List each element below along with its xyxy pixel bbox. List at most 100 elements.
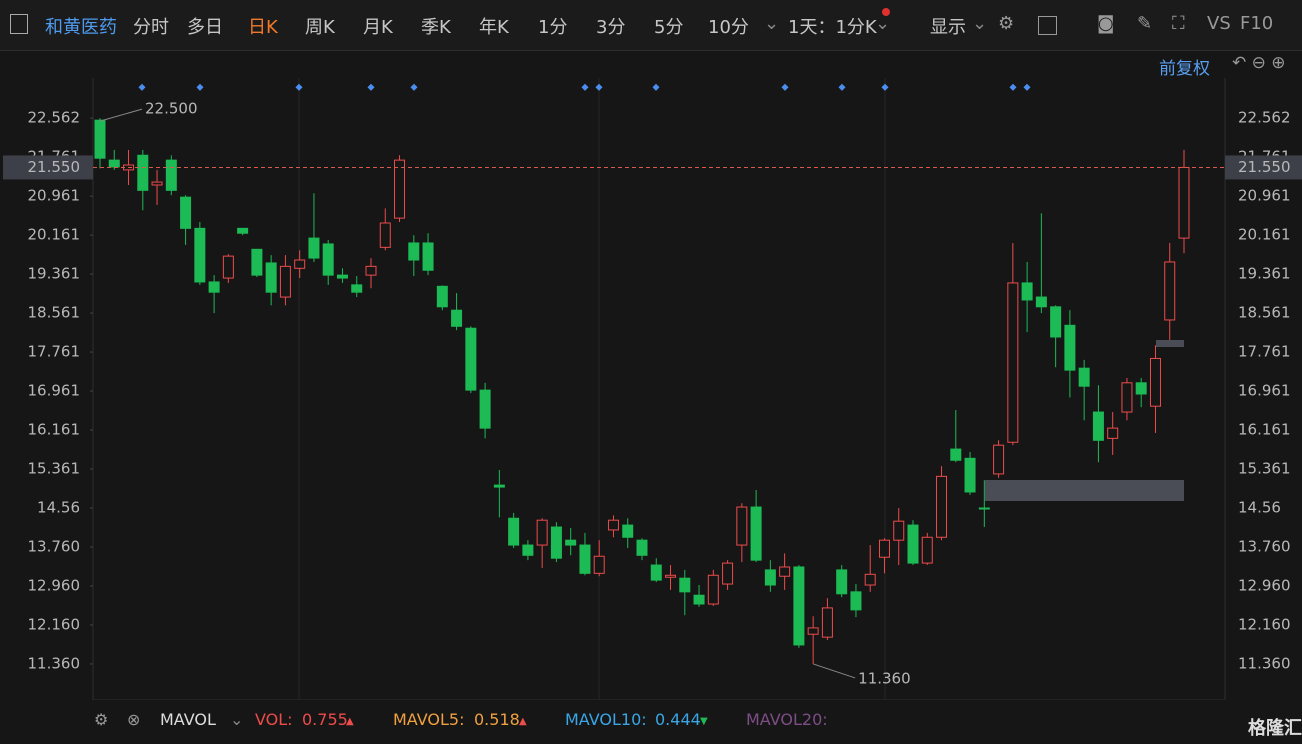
y-tick-label: 13.760 bbox=[28, 538, 81, 556]
candle-body bbox=[508, 517, 520, 546]
dropdown-arrow[interactable]: ⌄ bbox=[972, 13, 988, 34]
y-tick-label: 16.961 bbox=[1238, 382, 1291, 400]
y-tick-label: 17.761 bbox=[28, 343, 81, 361]
candle-body bbox=[151, 181, 163, 186]
indicator-value: 0.444 bbox=[655, 710, 701, 729]
candle-body bbox=[565, 539, 577, 546]
candle-body bbox=[579, 544, 591, 574]
zoom-controls[interactable]: ↶ ⊖ ⊕ bbox=[1232, 53, 1286, 73]
candle-body bbox=[850, 591, 862, 611]
settings-icon[interactable]: ⚙ bbox=[94, 710, 109, 729]
indicator-label: MAVOL5: bbox=[393, 710, 465, 729]
candle-body bbox=[807, 627, 819, 635]
candle-body bbox=[536, 519, 548, 546]
candle-body bbox=[1092, 411, 1104, 441]
candle-body bbox=[308, 237, 320, 259]
candle-body bbox=[222, 255, 234, 279]
candle-body bbox=[1107, 427, 1119, 439]
candle-body bbox=[94, 119, 106, 159]
candle-body bbox=[294, 259, 306, 269]
y-tick-label: 12.960 bbox=[1238, 576, 1291, 594]
price-tag bbox=[1225, 155, 1302, 180]
candle-body bbox=[322, 243, 334, 276]
tab[interactable]: 多日 bbox=[187, 17, 223, 38]
candle-body bbox=[379, 222, 391, 248]
candle-body bbox=[622, 524, 634, 538]
draw-icon[interactable]: ✎ bbox=[1137, 13, 1153, 34]
candle-body bbox=[750, 506, 762, 561]
trend-up: ▲ bbox=[346, 716, 354, 727]
annotation-leader bbox=[812, 663, 856, 679]
tab[interactable]: 季K bbox=[421, 17, 451, 38]
candle-body bbox=[451, 309, 463, 327]
tab[interactable]: 3分 bbox=[596, 17, 626, 38]
candle-body bbox=[607, 519, 619, 531]
candle-body bbox=[422, 242, 434, 271]
tab[interactable]: 1分 bbox=[538, 17, 568, 38]
tab[interactable]: 周K bbox=[305, 17, 335, 38]
indicator-label: MAVOL20: bbox=[746, 710, 828, 729]
annotation-leader bbox=[99, 108, 143, 122]
gap-zone bbox=[1156, 340, 1184, 347]
settings-icon[interactable]: ⚙ bbox=[998, 13, 1015, 34]
candle-body bbox=[1121, 382, 1133, 413]
annotation-label: 22.500 bbox=[145, 100, 198, 118]
tab[interactable]: 分时 bbox=[133, 17, 169, 38]
indicator-value: 0.755 bbox=[302, 710, 348, 729]
f10-button[interactable]: F10 bbox=[1240, 13, 1274, 34]
candle-body bbox=[465, 327, 477, 391]
candle-body bbox=[950, 448, 962, 461]
candle-body bbox=[779, 566, 791, 577]
current-price-label: 21.550 bbox=[1238, 158, 1291, 176]
close-icon[interactable]: ⊗ bbox=[127, 710, 141, 729]
y-tick-label: 13.760 bbox=[1238, 538, 1291, 556]
candle-body bbox=[993, 444, 1005, 475]
candle-body bbox=[436, 285, 448, 308]
y-tick-label: 16.161 bbox=[28, 421, 81, 439]
indicator-name[interactable]: MAVOL bbox=[160, 710, 216, 729]
tab[interactable]: 5分 bbox=[654, 17, 684, 38]
tab-active[interactable]: 日K bbox=[248, 17, 278, 38]
y-tick-label: 11.360 bbox=[28, 654, 81, 672]
tab[interactable]: 10分 bbox=[708, 17, 749, 38]
layout-icon[interactable] bbox=[1038, 16, 1057, 35]
candle-body bbox=[365, 265, 377, 276]
tab[interactable]: 年K bbox=[479, 17, 509, 38]
display-menu[interactable]: 显示 bbox=[930, 17, 966, 38]
vs-button[interactable]: VS bbox=[1207, 13, 1231, 34]
candle-body bbox=[693, 594, 705, 605]
candle-body bbox=[108, 159, 120, 168]
candle-body bbox=[893, 520, 905, 541]
y-tick-label: 16.161 bbox=[1238, 421, 1291, 439]
fullscreen-icon[interactable]: ⛶ bbox=[1172, 13, 1185, 34]
candle-body bbox=[1178, 166, 1190, 239]
dropdown-arrow[interactable]: ⌄ bbox=[875, 13, 891, 34]
dropdown-arrow[interactable]: ⌄ bbox=[230, 710, 244, 729]
adjust-select[interactable]: 前复权 bbox=[1159, 59, 1210, 79]
candle-body bbox=[279, 265, 291, 298]
y-tick-label: 19.361 bbox=[28, 265, 81, 283]
candle-body bbox=[351, 284, 363, 293]
camera-icon[interactable]: ◙ bbox=[1097, 13, 1115, 34]
candle-body bbox=[764, 569, 776, 586]
candle-body bbox=[793, 566, 805, 646]
candle-body bbox=[707, 574, 719, 605]
candle-body bbox=[522, 544, 534, 556]
current-price-label: 21.550 bbox=[28, 158, 81, 176]
stock-name[interactable]: 和黄医药 bbox=[45, 17, 117, 38]
dropdown-arrow[interactable]: ⌄ bbox=[764, 13, 780, 34]
tab[interactable]: 月K bbox=[363, 17, 393, 38]
y-tick-label: 18.561 bbox=[28, 304, 81, 322]
candle-body bbox=[1050, 306, 1062, 338]
candle-body bbox=[936, 475, 948, 538]
y-tick-label: 22.562 bbox=[1238, 109, 1291, 127]
period-select[interactable]: 1天：1分K bbox=[788, 17, 877, 38]
candle-body bbox=[165, 159, 177, 191]
price-tag bbox=[3, 155, 93, 180]
sidebar-toggle[interactable] bbox=[10, 14, 28, 34]
indicator-label: VOL: bbox=[255, 710, 293, 729]
chart: 22.56222.56221.76121.76120.96120.96120.1… bbox=[3, 78, 1302, 700]
y-tick-label: 18.561 bbox=[1238, 304, 1291, 322]
candle-body bbox=[394, 159, 406, 219]
